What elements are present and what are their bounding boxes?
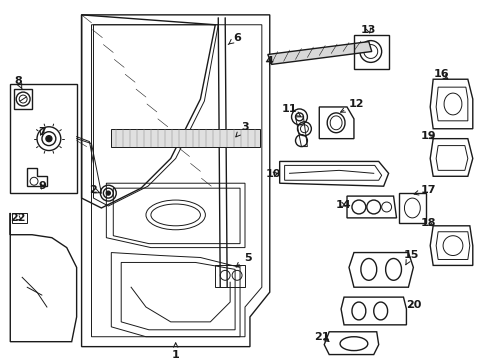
Circle shape bbox=[46, 136, 52, 141]
Text: 10: 10 bbox=[266, 169, 281, 179]
Text: 11: 11 bbox=[282, 104, 300, 116]
Text: 9: 9 bbox=[38, 181, 46, 191]
Polygon shape bbox=[111, 129, 260, 147]
Text: 20: 20 bbox=[406, 300, 421, 310]
Text: 16: 16 bbox=[433, 69, 449, 79]
Text: 5: 5 bbox=[236, 252, 252, 267]
Text: 12: 12 bbox=[341, 99, 365, 112]
Text: 2: 2 bbox=[90, 185, 100, 195]
Text: 4: 4 bbox=[266, 57, 274, 66]
Text: 18: 18 bbox=[420, 218, 436, 228]
Text: 1: 1 bbox=[172, 343, 179, 360]
Polygon shape bbox=[268, 42, 372, 64]
Circle shape bbox=[106, 191, 110, 195]
Text: 14: 14 bbox=[335, 200, 351, 210]
Text: 15: 15 bbox=[404, 249, 419, 265]
Text: 17: 17 bbox=[414, 185, 436, 195]
Text: 19: 19 bbox=[420, 131, 436, 141]
Text: 13: 13 bbox=[361, 25, 376, 35]
Text: 3: 3 bbox=[236, 122, 249, 137]
Text: 21: 21 bbox=[315, 332, 330, 342]
Text: 8: 8 bbox=[14, 76, 22, 89]
Text: 6: 6 bbox=[228, 33, 241, 45]
Text: 22: 22 bbox=[10, 213, 26, 223]
Text: 7: 7 bbox=[38, 127, 46, 137]
